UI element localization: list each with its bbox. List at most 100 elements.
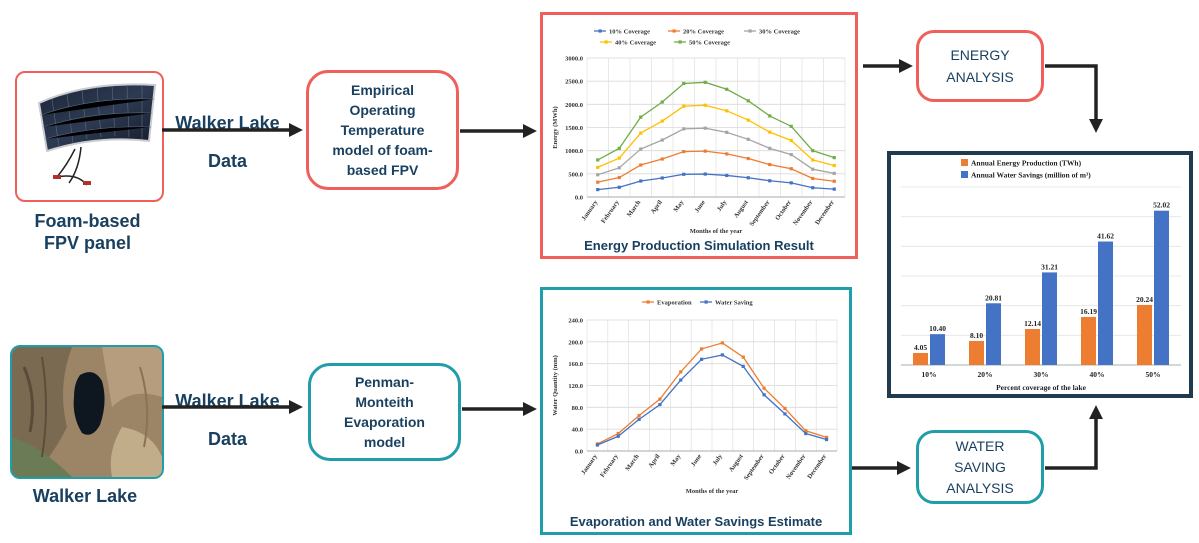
legend-label: 20% Coverage (683, 28, 724, 35)
arrow-water-analysis-to-bars (1045, 405, 1103, 470)
data-label: 4.05 (914, 343, 927, 352)
data-point (660, 138, 664, 142)
x-axis-label: Percent coverage of the lake (996, 383, 1086, 392)
data-point (699, 357, 704, 361)
data-point (832, 156, 836, 160)
data-point (746, 137, 750, 141)
y-tick-label: 0.0 (575, 195, 583, 202)
x-tick-label: October (768, 453, 787, 476)
y-tick-label: 200.0 (568, 339, 583, 346)
data-point (637, 417, 641, 421)
energy-production-chart: 0.0 500.0 1000.0 1500.0 2000.0 2500.0 3000.0 Ja… (552, 28, 846, 235)
series-line (597, 127, 835, 176)
data-point (832, 163, 836, 168)
energy-chart-frame (540, 12, 858, 259)
series-line (597, 150, 835, 183)
data-point (720, 341, 725, 345)
data-point (720, 353, 725, 357)
x-tick-label: May (669, 453, 682, 468)
evap-chart-title: Evaporation and Water Savings Estimate (569, 514, 823, 529)
data-label: 16.19 (1080, 307, 1097, 316)
x-tick-label: December (814, 199, 836, 226)
data-point (682, 172, 686, 176)
data-point (679, 370, 683, 374)
data-point (596, 187, 600, 192)
series-line (597, 81, 835, 161)
data-point (762, 393, 766, 397)
data-point (789, 138, 793, 143)
data-point (637, 413, 641, 418)
x-tick-label: September (743, 453, 766, 482)
data-point (741, 355, 745, 359)
empirical-model-text: Empirical Operating Temperature model of f… (332, 82, 433, 178)
x-tick-label: 10% (922, 370, 937, 379)
data-point (616, 434, 620, 438)
empirical-model-box (306, 70, 459, 190)
data-point (617, 175, 621, 180)
data-label: 41.62 (1097, 232, 1114, 241)
data-point (660, 100, 664, 104)
water-analysis-text: WATER SAVING ANALYSIS (946, 437, 1014, 496)
data-point (789, 124, 793, 128)
energy-chart-title: Energy Production Simulation Result (584, 238, 814, 253)
y-tick-label: 1500.0 (565, 125, 583, 132)
data-point (811, 167, 815, 171)
x-axis-label: Months of the year (690, 228, 743, 235)
x-tick-label: November (792, 199, 814, 227)
data-point (658, 403, 662, 407)
data-point (596, 165, 600, 169)
energy-analysis-box (916, 30, 1044, 102)
data-point (804, 429, 808, 433)
data-label: 10.40 (929, 324, 946, 333)
data-label: 20.24 (1136, 295, 1153, 304)
y-axis-label: Water Quantity (mm) (552, 355, 559, 416)
bar (969, 340, 984, 365)
x-tick-label: 40% (1090, 370, 1105, 379)
bar (986, 303, 1001, 365)
legend-label: Annual Water Savings (million of m³) (971, 171, 1091, 180)
data-point (746, 176, 750, 180)
y-tick-label: 1000.0 (565, 148, 583, 155)
lake-caption: Walker Lake (32, 486, 138, 506)
data-point (832, 187, 836, 191)
legend-swatch (961, 171, 968, 178)
bar (1025, 328, 1040, 365)
y-tick-label: 240.0 (568, 318, 583, 325)
legend-label: Annual Energy Production (TWh) (971, 159, 1082, 168)
bar (930, 334, 945, 365)
lake-satellite-image (12, 347, 162, 477)
data-point (725, 173, 729, 178)
x-tick-label: January (580, 199, 599, 223)
x-tick-label: April (650, 199, 664, 215)
data-point (832, 179, 836, 183)
solar-panel-frame (15, 71, 164, 202)
y-tick-label: 2500.0 (565, 79, 583, 86)
data-point (703, 103, 707, 107)
data-point (658, 397, 662, 401)
energy-analysis-text: ENERGY ANALYSIS (946, 47, 1014, 85)
data-point (768, 130, 772, 134)
data-point (789, 181, 793, 185)
x-tick-label: December (806, 453, 828, 480)
data-point (639, 163, 643, 167)
x-tick-label: March (624, 453, 641, 473)
legend-swatch (961, 159, 968, 166)
legend-label: Water Saving (715, 299, 753, 306)
data-label: 20.81 (985, 293, 1002, 302)
series-line (597, 173, 835, 191)
legend-marker (704, 300, 708, 304)
data-point (725, 109, 729, 113)
arrow-energy-analysis-to-bars (1045, 64, 1103, 133)
top-data-label: Walker Lake Data (175, 113, 280, 171)
data-point (811, 176, 815, 181)
data-point (725, 152, 729, 156)
water-analysis-box (916, 430, 1044, 504)
data-point (768, 179, 772, 183)
legend-marker (678, 40, 682, 44)
legend-label: Evaporation (657, 299, 692, 306)
data-point (804, 431, 808, 436)
data-point (617, 185, 621, 189)
data-point (617, 166, 621, 170)
y-tick-label: 0.0 (575, 449, 583, 456)
